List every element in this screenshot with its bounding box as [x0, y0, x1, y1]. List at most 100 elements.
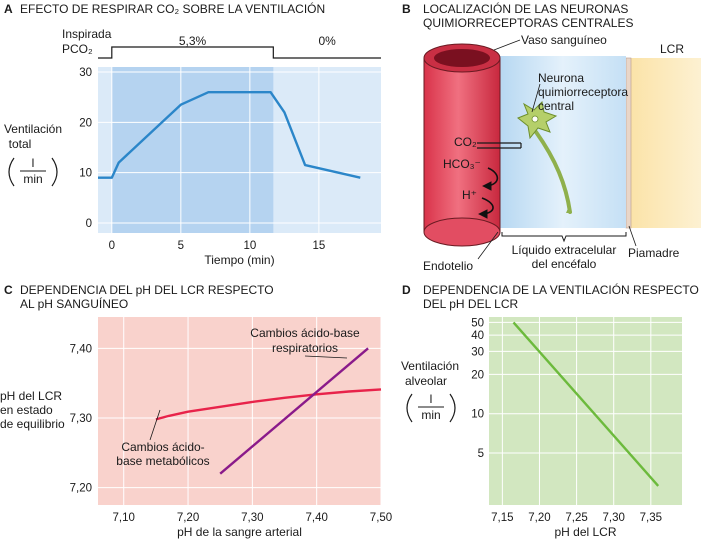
panel-a-xtick-label: 0	[109, 240, 115, 252]
panel-d-xtick-label: 7,25	[565, 512, 587, 524]
panel-d-ytick-label: 10	[471, 409, 484, 421]
panel-d-xlabel: pH del LCR	[554, 525, 616, 539]
pia-mater	[625, 57, 632, 229]
panel-c-ytick-label: 7,30	[70, 413, 92, 425]
panel-c-ytick-label: 7,40	[70, 343, 92, 355]
panel-d-xtick-label: 7,15	[491, 512, 513, 524]
neuron-leader	[531, 83, 541, 113]
ecf-label: Líquido extracelular	[512, 243, 617, 257]
blood-vessel	[424, 58, 500, 232]
panel-d-ytick-label: 50	[471, 317, 484, 329]
panel-d-plot-bg	[489, 317, 682, 505]
panel-d: D DEPENDENCIA DE LA VENTILACIÓN RESPECTO…	[401, 282, 699, 539]
panel-d-ventilation-line	[512, 321, 660, 487]
annotation-metabolic: Cambios ácido-	[121, 440, 204, 454]
panel-a-xlabel: Tiempo (min)	[204, 253, 274, 267]
panel-a-unit-paren-right	[51, 157, 58, 187]
neuron-axon-end	[566, 206, 572, 213]
hco3-to-h-arrow	[482, 167, 499, 191]
annotation-metabolic-2: base metabólicos	[116, 454, 209, 468]
panel-b-title-2: QUIMIORRECEPTORAS CENTRALES	[423, 16, 633, 30]
vessel-leader	[493, 39, 521, 51]
panel-a-plot: 0 5 10 15 0 10 20 30 Tiempo (min)	[79, 67, 381, 267]
panel-a-ventilation-line	[98, 90, 361, 179]
panel-b-title: LOCALIZACIÓN DE LAS NEURONAS	[423, 1, 628, 16]
panel-c-ylabel-3: de equilibrio	[0, 417, 65, 431]
vessel-label: Vaso sanguíneo	[521, 33, 607, 47]
panel-a-ylabel: Ventilación	[4, 122, 62, 136]
panel-a: A EFECTO DE RESPIRAR CO₂ SOBRE LA VENTIL…	[4, 1, 381, 267]
panel-a-phase-label-air: 0%	[318, 34, 336, 48]
panel-c-xtick-label: 7,50	[370, 512, 392, 524]
panel-d-ylabel-2: alveolar	[405, 374, 447, 388]
panel-c: C DEPENDENCIA DEL pH DEL LCR RESPECTO AL…	[0, 283, 392, 539]
panel-b: B LOCALIZACIÓN DE LAS NEURONAS QUIMIORRE…	[402, 1, 701, 273]
panel-c-respiratory-line	[219, 347, 369, 475]
panel-d-ytick-label: 5	[478, 448, 484, 460]
endothelium-leader	[477, 231, 499, 260]
panel-d-unit-den: min	[421, 408, 440, 422]
endothelium-label: Endotelio	[423, 259, 473, 273]
panel-a-unit-num: l	[32, 156, 35, 170]
annotation-respiratory-leader	[304, 355, 348, 359]
panel-a-phase-label-co2: 5,3%	[179, 34, 207, 48]
panel-c-title: DEPENDENCIA DEL pH DEL LCR RESPECTO	[20, 283, 274, 297]
panel-a-title: EFECTO DE RESPIRAR CO₂ SOBRE LA VENTILAC…	[20, 1, 325, 16]
panel-d-title-2: DEL pH DEL LCR	[423, 297, 518, 311]
panel-a-phase-bar	[98, 46, 381, 59]
neuron-label: Neurona	[538, 71, 584, 85]
vessel-lumen	[434, 49, 490, 67]
panel-a-ytick-label: 20	[79, 117, 92, 129]
panel-a-unit-paren-left	[8, 157, 15, 187]
panel-c-xlabel: pH de la sangre arterial	[177, 525, 302, 539]
panel-c-title-2: AL pH SANGUÍNEO	[20, 296, 128, 311]
h-release-arrow	[478, 197, 494, 219]
neuron-nucleus	[531, 115, 539, 123]
hco3-label: HCO₃⁻	[443, 157, 481, 171]
panel-c-xtick-label: 7,30	[241, 512, 263, 524]
ecf-region	[500, 56, 626, 228]
panel-d-ytick-label: 20	[471, 369, 484, 381]
panel-a-letter: A	[4, 2, 13, 16]
panel-a-ytick-label: 10	[79, 168, 92, 180]
panel-c-metabolic-line	[155, 388, 382, 421]
annotation-respiratory-2: respiratorios	[272, 341, 338, 355]
annotation-metabolic-leader	[149, 409, 161, 441]
piamater-leader	[628, 225, 637, 247]
ecf-brace	[501, 232, 627, 243]
panel-a-phase-line	[98, 46, 381, 59]
panel-a-ytick-label: 0	[86, 218, 92, 230]
panel-d-xtick-label: 7,30	[603, 512, 625, 524]
vessel-bottom	[423, 217, 501, 247]
panel-d-title: DEPENDENCIA DE LA VENTILACIÓN RESPECTO	[423, 282, 699, 297]
piamater-label: Piamadre	[628, 246, 680, 260]
h-ion-label: H⁺	[462, 188, 477, 202]
panel-a-co2-period	[111, 67, 274, 233]
panel-a-xtick-label: 15	[312, 240, 325, 252]
neuron-label-3: central	[538, 99, 574, 113]
panel-c-xtick-label: 7,10	[113, 512, 135, 524]
panel-b-letter: B	[402, 2, 411, 16]
panel-d-letter: D	[402, 283, 411, 297]
co2-label: CO₂	[454, 135, 477, 149]
panel-a-ytick-label: 30	[79, 67, 92, 79]
neuron-axon	[534, 130, 572, 214]
panel-d-unit-paren-right	[449, 393, 456, 423]
panel-a-pco2-label: PCO₂	[62, 42, 93, 56]
panel-c-plot-bg	[98, 317, 381, 505]
panel-a-xtick-label: 5	[178, 240, 184, 252]
csf-region	[630, 58, 701, 228]
neuron-label-2: quimiorreceptora	[538, 85, 628, 99]
ecf-label-2: del encéfalo	[532, 257, 597, 271]
panel-d-xtick-label: 7,35	[640, 512, 662, 524]
panel-a-unit-den: min	[23, 172, 42, 186]
panel-d-ytick-label: 40	[471, 330, 484, 342]
panel-c-ytick-label: 7,20	[70, 483, 92, 495]
panel-a-inspired-label: Inspirada	[62, 27, 112, 41]
panel-c-ylabel-2: en estado	[0, 403, 53, 417]
panel-d-unit-num: l	[430, 392, 433, 406]
panel-c-letter: C	[4, 283, 13, 297]
